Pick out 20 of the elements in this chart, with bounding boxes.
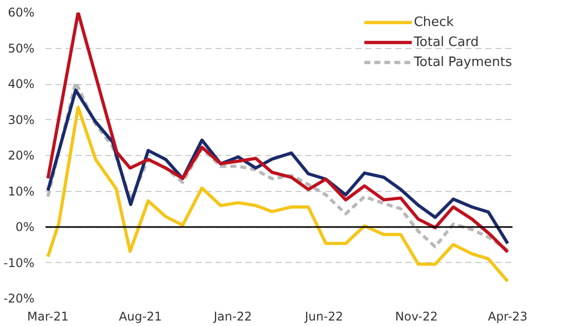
line-series bbox=[46, 12, 510, 254]
x-tick-label: Jun-22 bbox=[304, 310, 344, 324]
x-tick-label: Jan-22 bbox=[212, 310, 252, 324]
x-tick-label: Aug-21 bbox=[118, 310, 162, 324]
legend-label: Total Card bbox=[414, 34, 479, 50]
legend-label: Check bbox=[414, 14, 454, 30]
y-tick-label: -10% bbox=[4, 256, 35, 270]
y-tick-label: -20% bbox=[4, 292, 35, 306]
legend-label: Total Payments bbox=[414, 54, 512, 70]
y-tick-label: 20% bbox=[8, 148, 34, 162]
line-series bbox=[46, 106, 510, 283]
x-tick-label: Mar-21 bbox=[27, 310, 69, 324]
x-tick-label: Nov-22 bbox=[395, 310, 438, 324]
x-tick-label: Apr-23 bbox=[488, 310, 528, 324]
y-tick-label: 40% bbox=[8, 77, 34, 91]
y-tick-label: 0% bbox=[15, 220, 35, 234]
y-tick-label: 50% bbox=[8, 41, 34, 56]
y-tick-label: 60% bbox=[8, 6, 34, 20]
y-tick-label: 10% bbox=[8, 184, 34, 198]
y-tick-label: 30% bbox=[8, 112, 34, 127]
